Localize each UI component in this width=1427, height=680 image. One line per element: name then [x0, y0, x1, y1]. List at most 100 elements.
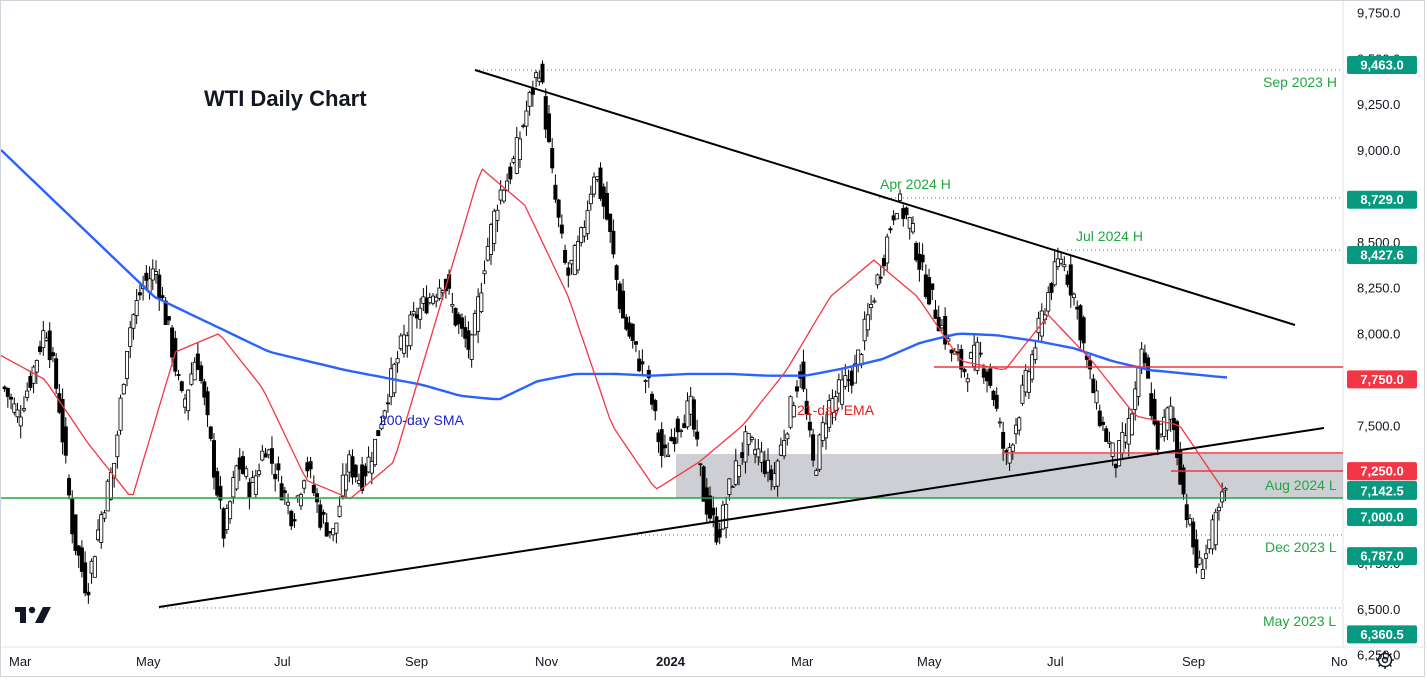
candle: [749, 435, 754, 443]
candle: [427, 292, 432, 305]
candle: [334, 522, 339, 544]
candle: [1216, 503, 1221, 521]
candle: [482, 260, 487, 285]
candle: [1207, 539, 1212, 554]
candle: [192, 357, 197, 381]
candle: [1046, 286, 1051, 315]
candle: [28, 370, 33, 391]
candle: [1033, 340, 1038, 364]
candle: [1023, 364, 1028, 397]
candle: [25, 382, 30, 402]
settings-gear-icon[interactable]: [1376, 651, 1394, 669]
candle: [234, 464, 239, 491]
candle: [2, 385, 7, 392]
candle: [559, 214, 564, 239]
candle: [331, 528, 336, 542]
candle: [50, 346, 55, 363]
price-tag: [1347, 625, 1417, 644]
y-tick-label: 8,250.0: [1357, 281, 1400, 296]
tradingview-logo-icon[interactable]: [15, 606, 51, 623]
candle: [469, 333, 474, 368]
candle: [517, 131, 522, 168]
x-tick-may-2023: May: [136, 654, 161, 669]
candle: [833, 390, 838, 421]
price-tag-label: 8,729.0: [1360, 192, 1403, 207]
candle: [1104, 425, 1109, 442]
candle: [737, 465, 742, 486]
ascending-trendline: [158, 427, 1325, 608]
candle: [240, 450, 245, 475]
candle: [79, 540, 84, 578]
candle: [44, 332, 49, 342]
candle: [1158, 423, 1163, 438]
candle: [846, 369, 851, 392]
price-tag: [1347, 481, 1417, 500]
x-tick-sep-2023: Sep: [405, 654, 428, 669]
time-axis[interactable]: Mar May Jul Sep Nov 2024 Mar May Jul Sep…: [9, 654, 1348, 669]
price-tag: [1347, 246, 1417, 265]
candle: [930, 283, 935, 301]
descending-trendline: [474, 69, 1296, 326]
candle: [604, 181, 609, 221]
candle: [202, 378, 207, 406]
candle: [247, 478, 252, 510]
price-tag-label: 7,000.0: [1360, 510, 1403, 525]
price-tag: [1347, 508, 1417, 526]
candle: [382, 409, 387, 425]
candle: [1204, 544, 1209, 570]
candle: [691, 396, 696, 437]
candle: [611, 219, 616, 259]
candle: [891, 210, 896, 225]
candle: [534, 70, 539, 88]
candle: [244, 465, 249, 480]
candle: [714, 507, 719, 545]
candle: [63, 417, 68, 464]
price-tag: [1347, 462, 1417, 481]
label-sep-2023-high: Sep 2023 H: [1263, 74, 1337, 90]
candle: [305, 456, 310, 478]
candle: [865, 302, 870, 337]
candle: [923, 264, 928, 300]
candle: [508, 162, 513, 185]
candle: [823, 413, 828, 450]
chart-title: WTI Daily Chart: [204, 86, 367, 111]
candle: [369, 451, 374, 485]
candle: [337, 496, 342, 518]
candle: [698, 463, 703, 477]
candle: [537, 70, 542, 86]
candle: [1026, 368, 1031, 400]
candle: [724, 496, 729, 539]
candle: [898, 189, 903, 204]
candle: [463, 315, 468, 348]
candle: [550, 138, 555, 174]
candle: [820, 416, 825, 448]
candle: [318, 499, 323, 531]
candle: [166, 316, 171, 326]
candle: [617, 281, 622, 313]
candle: [511, 155, 516, 165]
candle: [1200, 558, 1205, 579]
candle: [308, 457, 313, 479]
candle: [807, 413, 812, 438]
candle: [476, 288, 481, 344]
candle: [279, 475, 284, 501]
candle: [546, 104, 551, 144]
x-tick-mar-2024: Mar: [791, 654, 814, 669]
candle: [794, 379, 799, 398]
candle: [60, 388, 65, 455]
level-guides: [159, 69, 1343, 609]
candle: [102, 509, 107, 523]
candle: [927, 268, 932, 306]
candle: [920, 243, 925, 271]
sma-annotation: 200-day SMA: [379, 412, 464, 428]
candle: [456, 312, 461, 334]
x-tick-nov-2023: Nov: [535, 654, 559, 669]
candle: [633, 341, 638, 353]
candle: [840, 370, 845, 410]
candle: [257, 463, 262, 478]
candle: [1072, 292, 1077, 306]
candle: [817, 433, 822, 472]
candle: [73, 514, 78, 556]
ema-annotation: 21-day EMA: [797, 402, 875, 418]
